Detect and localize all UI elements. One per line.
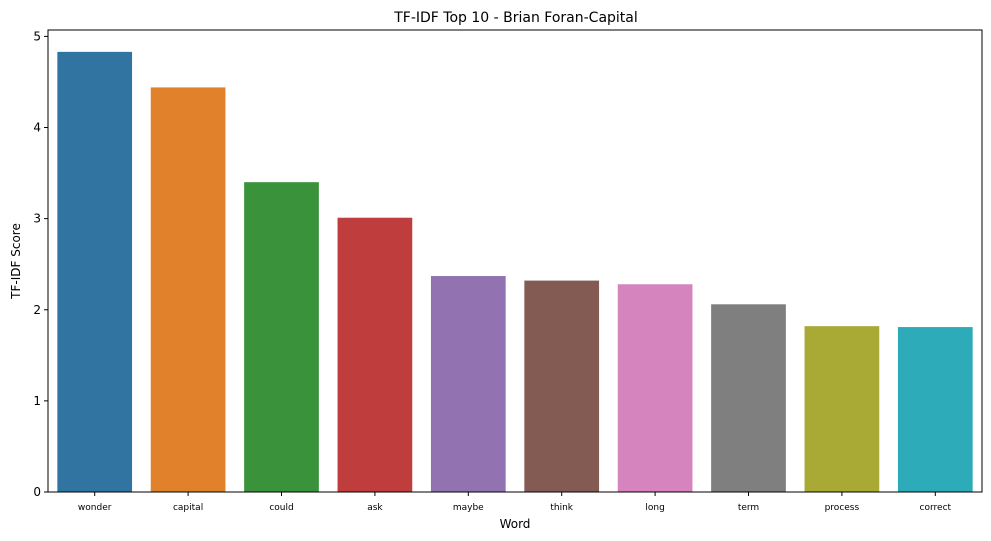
bar-process [804, 326, 880, 492]
chart-title: TF-IDF Top 10 - Brian Foran-Capital [393, 10, 638, 26]
bar-wonder [57, 51, 133, 493]
y-axis-label: TF-IDF Score [9, 223, 23, 300]
x-tick-label-term: term [738, 503, 759, 513]
x-tick-label-process: process [825, 503, 860, 513]
bar-ask [337, 217, 413, 492]
bar-could [244, 182, 319, 492]
bar-term [711, 304, 786, 492]
x-tick-label-ask: ask [367, 503, 383, 513]
y-tick-label: 0 [33, 485, 41, 499]
x-tick-label-correct: correct [920, 503, 952, 513]
bar-capital [150, 87, 226, 492]
x-tick-label-wonder: wonder [78, 503, 112, 513]
y-tick-label: 1 [33, 394, 41, 408]
bar-maybe [430, 276, 506, 492]
plot-frame [47, 29, 983, 493]
x-tick-label-maybe: maybe [453, 503, 484, 513]
bars-group [57, 51, 973, 493]
y-tick-label: 4 [33, 121, 41, 135]
y-tick-label: 5 [33, 29, 41, 43]
x-tick-label-capital: capital [173, 503, 203, 513]
y-tick-label: 3 [33, 212, 41, 226]
bar-correct [897, 327, 973, 492]
y-axis-ticks: 0 1 2 3 4 5 [33, 29, 48, 499]
bar-long [617, 284, 693, 492]
x-tick-label-could: could [269, 503, 293, 513]
x-axis-ticks: wonder capital could ask maybe think long term p… [78, 492, 952, 513]
bar-think [524, 280, 600, 492]
x-tick-label-think: think [550, 503, 573, 513]
y-tick-label: 2 [33, 303, 41, 317]
x-axis-label: Word [500, 517, 531, 531]
x-tick-label-long: long [645, 503, 664, 513]
